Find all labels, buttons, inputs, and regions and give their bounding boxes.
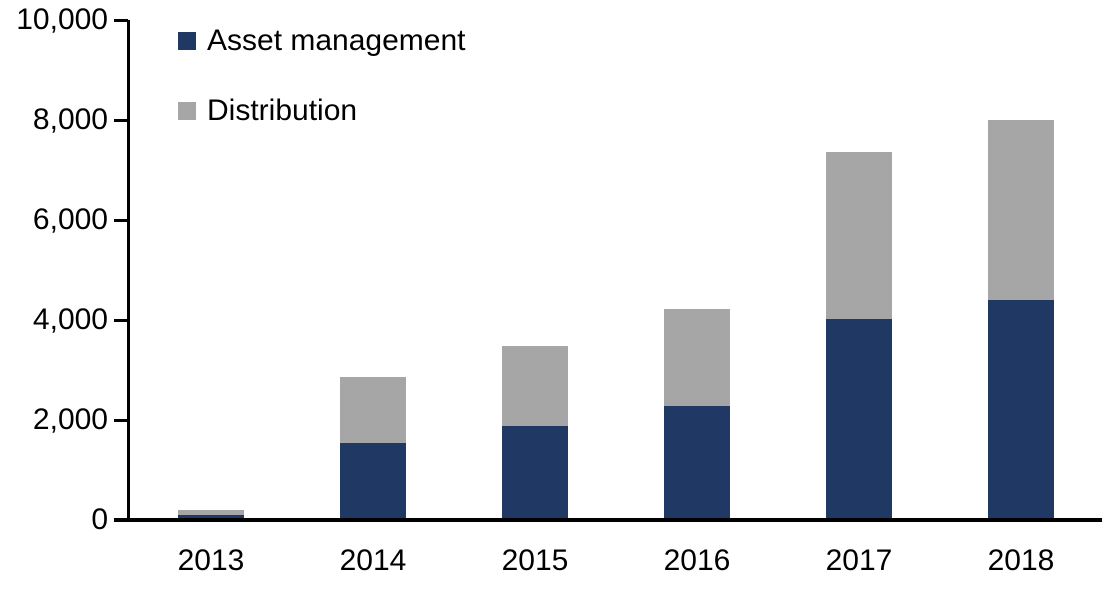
y-tick-mark [114, 318, 128, 322]
y-tick-mark [114, 418, 128, 422]
bar-segment-2016-asset-management [664, 405, 730, 520]
bar-segment-2014-asset-management [340, 443, 406, 520]
x-tick-label-2016: 2016 [663, 544, 731, 577]
x-tick-label-2015: 2015 [501, 544, 569, 577]
y-tick-label: 8,000 [32, 103, 108, 136]
bar-segment-2014-distribution [340, 377, 406, 443]
y-tick-label: 6,000 [32, 203, 108, 236]
y-tick-label: 4,000 [32, 303, 108, 336]
y-tick-mark [114, 18, 128, 22]
y-tick-label: 2,000 [32, 403, 108, 436]
y-tick-mark [114, 118, 128, 122]
legend-item-distribution: Distribution [178, 93, 465, 128]
bar-segment-2013-asset-management [178, 515, 244, 520]
legend-item-asset-management: Asset management [178, 23, 465, 58]
legend-label-distribution: Distribution [207, 93, 358, 127]
bar-segment-2017-asset-management [826, 318, 892, 520]
bar-segment-2015-distribution [502, 345, 568, 426]
y-tick-label: 10,000 [16, 3, 108, 36]
legend: Asset management Distribution [178, 23, 465, 163]
x-tick-label-2018: 2018 [987, 544, 1055, 577]
x-tick-label-2017: 2017 [825, 544, 893, 577]
bar-segment-2015-asset-management [502, 426, 568, 520]
bar-segment-2013-distribution [178, 510, 244, 515]
bar-segment-2018-asset-management [988, 299, 1054, 520]
legend-swatch-distribution [178, 101, 196, 120]
bar-segment-2018-distribution [988, 120, 1054, 300]
bar-segment-2016-distribution [664, 309, 730, 406]
y-tick-label: 0 [91, 503, 108, 536]
x-tick-label-2014: 2014 [339, 544, 407, 577]
x-tick-label-2013: 2013 [177, 544, 245, 577]
y-axis-line [127, 20, 130, 521]
bar-segment-2017-distribution [826, 151, 892, 319]
legend-swatch-asset-management [178, 31, 196, 50]
x-axis-line [114, 518, 1102, 522]
legend-label-asset-management: Asset management [207, 23, 466, 57]
y-tick-mark [114, 218, 128, 222]
